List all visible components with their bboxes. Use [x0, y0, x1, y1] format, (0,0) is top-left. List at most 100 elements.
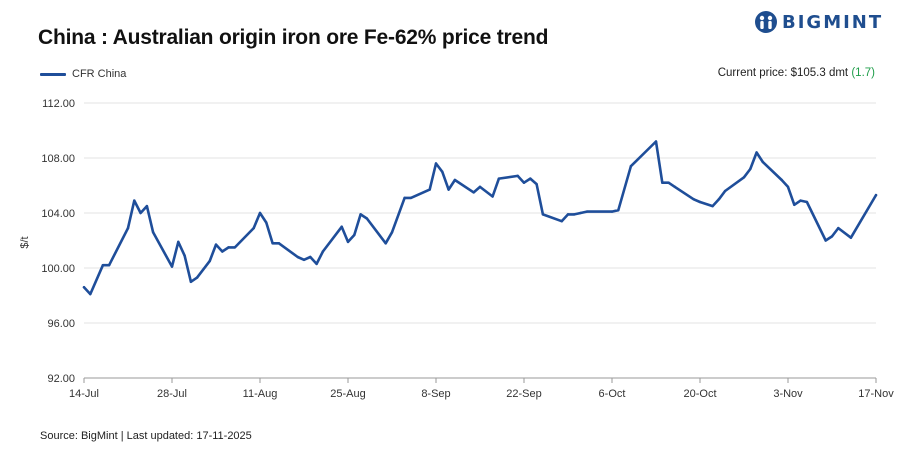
- legend-label: CFR China: [72, 68, 127, 80]
- data-point: [409, 196, 413, 200]
- data-point: [309, 255, 312, 259]
- data-point: [277, 242, 281, 245]
- data-point: [805, 200, 809, 204]
- data-point: [133, 199, 136, 202]
- data-point: [151, 231, 155, 234]
- data-point: [315, 262, 318, 266]
- legend-swatch: [40, 72, 66, 76]
- data-point: [516, 174, 519, 178]
- legend: CFR China: [40, 68, 126, 80]
- x-tick-label: 22-Sep: [506, 388, 541, 400]
- data-point: [258, 211, 262, 215]
- data-point: [566, 213, 570, 216]
- x-tick-label: 28-Jul: [157, 388, 187, 400]
- data-point: [208, 259, 211, 263]
- data-point: [359, 213, 362, 216]
- x-tick-label: 25-Aug: [330, 388, 365, 400]
- current-price: Current price: $105.3 dmt (1.7): [718, 67, 875, 79]
- chart-title: China : Australian origin iron ore Fe-62…: [38, 26, 549, 49]
- data-point: [302, 258, 306, 261]
- x-tick-label: 8-Sep: [421, 388, 450, 400]
- y-tick-label: 96.00: [47, 318, 75, 330]
- data-point: [271, 242, 274, 245]
- data-point: [252, 226, 255, 230]
- data-point: [177, 240, 180, 244]
- data-point: [346, 240, 350, 244]
- data-point: [321, 250, 325, 253]
- data-point: [390, 231, 394, 234]
- data-point: [353, 233, 356, 237]
- data-point: [227, 246, 230, 249]
- data-point: [170, 265, 174, 268]
- brand-logo: BIGMINT: [754, 10, 883, 34]
- price-change: (1.7): [851, 67, 875, 79]
- data-point: [340, 225, 343, 228]
- x-tick-label: 20-Oct: [683, 388, 716, 400]
- data-point: [711, 204, 714, 208]
- x-axis-ticks: 14-Jul 28-Jul 11-Aug 25-Aug 8-Sep 22-Sep 6-Oct…: [69, 378, 894, 400]
- data-point: [384, 242, 387, 245]
- y-tick-label: 112.00: [42, 98, 75, 110]
- data-point: [403, 196, 406, 200]
- data-point: [692, 198, 695, 201]
- data-point: [661, 181, 664, 184]
- data-point: [145, 204, 149, 208]
- data-point: [107, 264, 111, 267]
- y-tick-label: 100.00: [41, 263, 75, 275]
- data-point: [585, 210, 589, 213]
- data-point: [755, 151, 758, 154]
- data-point: [830, 235, 834, 238]
- data-point: [365, 217, 369, 220]
- data-point: [629, 165, 633, 168]
- data-point: [673, 185, 677, 189]
- data-point: [761, 160, 765, 164]
- y-tick-label: 108.00: [41, 153, 75, 165]
- data-point: [497, 177, 501, 180]
- data-point: [749, 167, 752, 171]
- data-point: [139, 211, 142, 215]
- data-point: [522, 181, 526, 184]
- data-point: [472, 191, 475, 194]
- data-point: [786, 185, 790, 189]
- data-point: [428, 188, 431, 191]
- data-point: [441, 170, 444, 173]
- data-point: [221, 250, 224, 253]
- data-point: [837, 226, 840, 230]
- data-point: [453, 178, 457, 182]
- data-point: [793, 203, 796, 206]
- y-tick-label: 104.00: [41, 208, 75, 220]
- data-point: [265, 221, 268, 224]
- data-point: [849, 236, 853, 239]
- data-point: [560, 220, 563, 223]
- data-point: [233, 246, 237, 249]
- data-point: [579, 211, 582, 215]
- data-point: [82, 286, 86, 289]
- data-point: [654, 140, 658, 143]
- y-axis-label: $/t: [19, 236, 31, 248]
- line-chart: 112.00 108.00 104.00 100.00 96.00 92.00 14-Ju…: [19, 98, 894, 400]
- data-point: [296, 255, 299, 259]
- data-point: [529, 177, 532, 180]
- data-point: [189, 280, 193, 283]
- series-line-cfr-china: [82, 140, 878, 296]
- logo-text: BIGMINT: [782, 11, 884, 33]
- data-point: [617, 209, 620, 212]
- data-point: [698, 200, 702, 204]
- data-point: [89, 292, 92, 296]
- data-point: [824, 239, 827, 242]
- data-point: [126, 226, 130, 230]
- data-point: [101, 264, 105, 267]
- current-price-label: Current price: $105.3 dmt: [717, 67, 849, 79]
- data-point: [195, 276, 199, 279]
- data-point: [447, 188, 450, 191]
- x-tick-label: 11-Aug: [243, 388, 278, 400]
- data-point: [780, 178, 783, 182]
- data-point: [667, 181, 670, 184]
- data-point: [717, 198, 721, 201]
- y-gridlines: [84, 102, 876, 324]
- data-point: [799, 199, 802, 202]
- data-point: [183, 254, 186, 257]
- x-tick-label: 3-Nov: [773, 388, 803, 400]
- data-point: [874, 193, 878, 197]
- data-point: [610, 210, 614, 213]
